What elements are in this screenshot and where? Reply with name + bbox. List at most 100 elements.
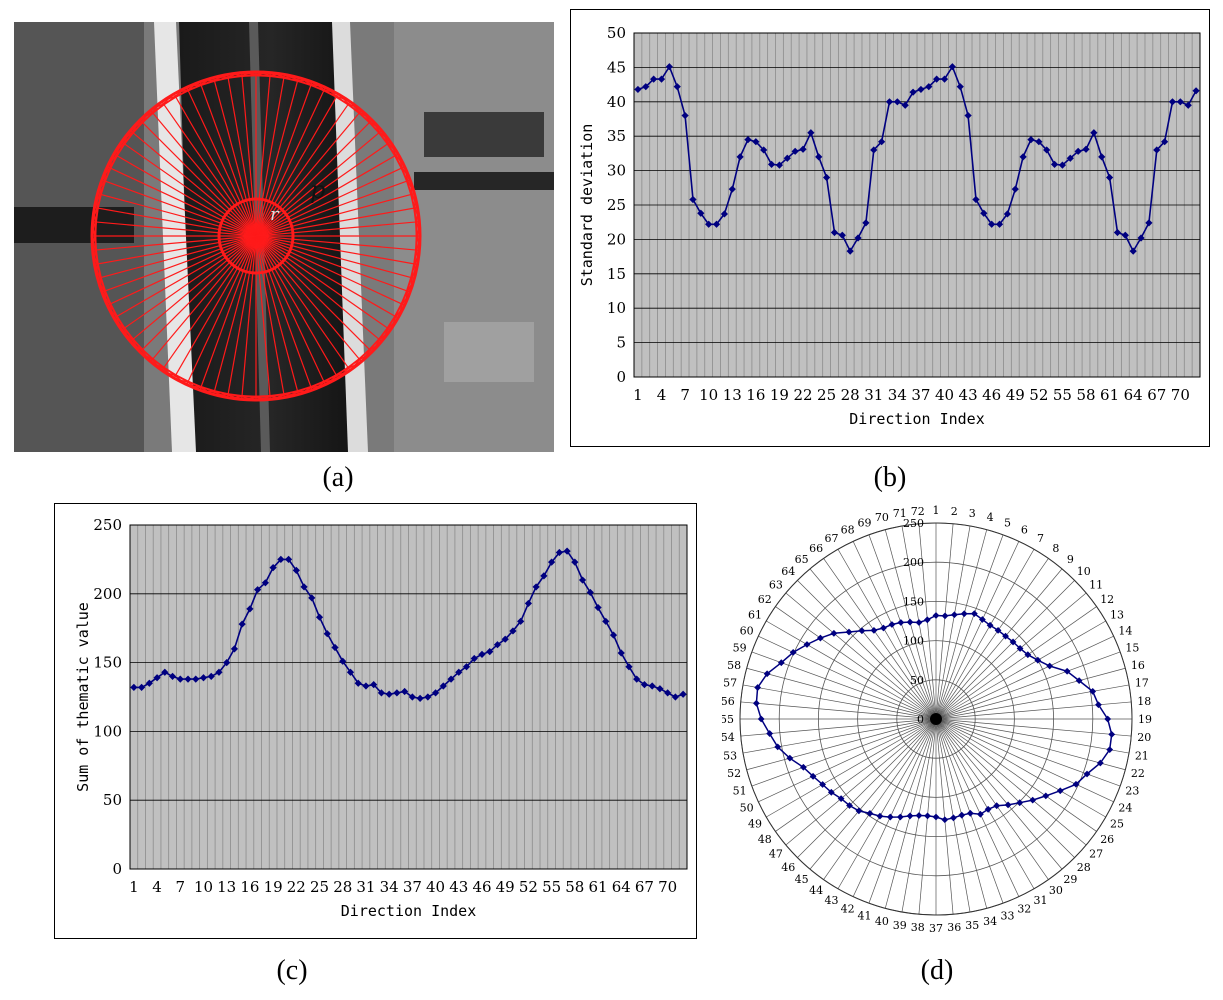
- data-point: [650, 75, 658, 83]
- data-point: [1003, 210, 1012, 218]
- data-point: [855, 807, 863, 815]
- angular-gridline: [935, 718, 1063, 870]
- sampling-chord: [389, 141, 419, 208]
- data-point: [1004, 801, 1012, 809]
- angular-gridline: [935, 684, 1130, 720]
- data-point: [988, 220, 996, 228]
- x-tick-label: 43: [449, 878, 468, 896]
- data-point: [822, 173, 831, 182]
- angle-label: 69: [858, 517, 872, 530]
- data-point: [819, 781, 827, 788]
- data-point: [803, 641, 811, 648]
- angle-label: 2: [951, 505, 958, 518]
- y-tick-label: 35: [607, 127, 626, 145]
- angle-label: 53: [723, 749, 737, 762]
- x-tick-label: 34: [380, 878, 399, 896]
- sampling-chord: [311, 351, 373, 391]
- angular-gridline: [823, 718, 937, 880]
- sampling-chord: [186, 384, 257, 401]
- sampling-chord: [92, 179, 103, 251]
- sampling-chord: [186, 71, 257, 88]
- y-tick-label: 50: [103, 791, 122, 809]
- angular-gridline: [935, 592, 1087, 720]
- data-point: [1098, 153, 1106, 161]
- y-tick-label: 100: [93, 722, 122, 740]
- data-point: [978, 616, 986, 623]
- sampling-chord: [173, 72, 242, 95]
- angular-gridline: [746, 718, 937, 771]
- data-point: [1153, 146, 1161, 154]
- data-point: [757, 715, 765, 723]
- aerial-image: p r: [14, 22, 554, 452]
- data-point: [1063, 667, 1071, 675]
- data-point: [176, 675, 184, 683]
- angular-gridline: [797, 718, 937, 858]
- data-point: [1016, 645, 1024, 652]
- sampling-chord: [139, 351, 201, 391]
- y-tick-label: 45: [607, 58, 626, 76]
- sampling-chord: [139, 81, 201, 121]
- data-point: [906, 812, 914, 820]
- data-point: [447, 675, 455, 683]
- angular-gridline: [852, 718, 937, 897]
- angle-label: 37: [929, 922, 943, 935]
- data-point: [697, 209, 705, 217]
- data-point: [837, 795, 845, 803]
- angle-label: 64: [781, 565, 795, 578]
- data-point: [673, 83, 681, 91]
- sampling-chord: [97, 278, 131, 342]
- angle-label: 38: [911, 921, 925, 934]
- angular-gridline: [746, 667, 937, 720]
- angle-label: 42: [841, 902, 855, 915]
- data-point: [966, 809, 974, 817]
- angular-gridline: [935, 651, 1121, 720]
- angle-label: 60: [740, 625, 754, 638]
- angle-label: 1: [933, 504, 940, 517]
- x-tick-label: 52: [519, 878, 538, 896]
- sampling-chord: [91, 235, 108, 306]
- data-point: [1145, 219, 1153, 227]
- label-r: r: [270, 204, 280, 225]
- data-point: [1009, 638, 1017, 646]
- angular-gridline: [935, 718, 1035, 889]
- data-point: [858, 627, 866, 635]
- angular-gridline: [797, 580, 937, 720]
- data-point: [846, 247, 854, 255]
- data-point: [586, 588, 594, 597]
- data-point: [705, 220, 713, 228]
- data-point: [524, 599, 533, 608]
- angle-label: 19: [1138, 713, 1152, 726]
- chart-standard-deviation: 0 5 10 15 20 25 30 35 40 45 50 1 4 7 10 13 16 19 22 25 28 31 3…: [578, 24, 1201, 428]
- data-point: [791, 147, 799, 155]
- angle-label: 23: [1125, 784, 1139, 797]
- y-tick-label: 20: [607, 230, 626, 248]
- data-point: [1192, 87, 1200, 95]
- angular-gridline: [837, 549, 937, 720]
- x-tick-label: 40: [935, 386, 954, 404]
- sampling-chord: [397, 250, 420, 319]
- data-point: [207, 672, 215, 680]
- angle-label: 6: [1021, 524, 1028, 537]
- caption-a: (a): [322, 462, 354, 493]
- angular-gridline: [935, 718, 1049, 880]
- data-point: [1074, 147, 1082, 155]
- angle-label: 13: [1110, 609, 1124, 622]
- data-point: [192, 675, 200, 683]
- y-tick-label: 50: [607, 24, 626, 42]
- data-point: [915, 812, 923, 819]
- angle-label: 67: [825, 532, 839, 545]
- angle-label: 39: [893, 919, 907, 932]
- angular-gridline: [935, 568, 1063, 720]
- data-point: [862, 219, 870, 227]
- x-axis-title: Direction Index: [341, 902, 476, 920]
- angle-label: 12: [1100, 593, 1114, 606]
- data-point: [960, 610, 968, 618]
- angle-label: 35: [965, 919, 979, 932]
- sampling-chord: [113, 317, 163, 371]
- data-point: [845, 628, 853, 636]
- right-road-edge: [332, 22, 368, 452]
- sampling-chord: [349, 101, 399, 155]
- data-point: [532, 583, 540, 591]
- angular-gridline: [935, 718, 1126, 771]
